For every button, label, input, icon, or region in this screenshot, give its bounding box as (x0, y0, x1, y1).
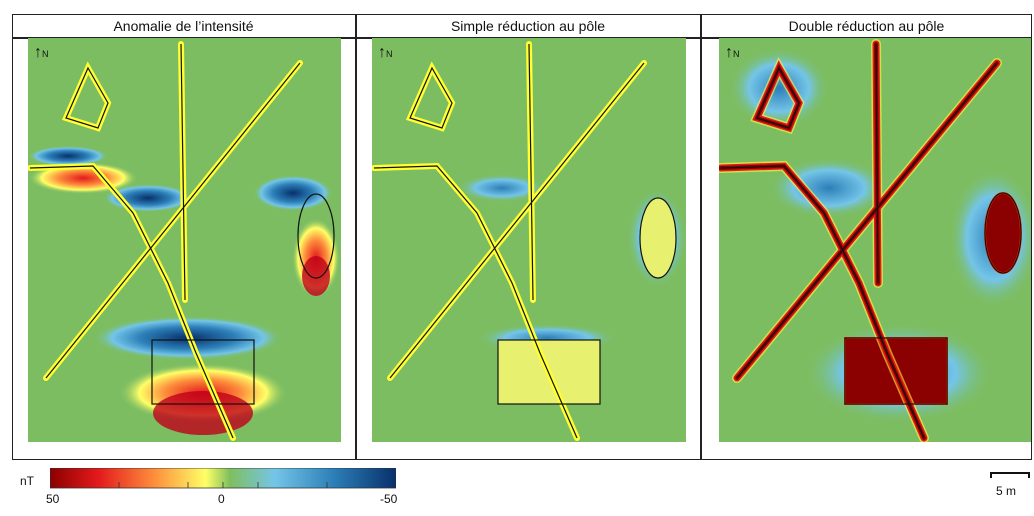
panel-title-simple: Simple réduction au pôle (450, 18, 606, 34)
scale-bar-label: 5 m (996, 484, 1017, 498)
map-double (719, 38, 1031, 442)
panel-title-intensity: Anomalie de l’intensité (113, 18, 254, 34)
north-arrow-icon: ↑N (725, 44, 740, 61)
colorbar-label-min: -50 (380, 492, 398, 506)
outer-border (12, 14, 1032, 460)
colorbar (50, 468, 396, 489)
map-simple (372, 38, 686, 442)
panel-divider-1 (355, 14, 357, 460)
north-arrow-icon: ↑N (34, 44, 49, 61)
scale-bar (990, 472, 1030, 478)
colorbar-label-max: 50 (46, 492, 60, 506)
figure-frame: Anomalie de l’intensité Simple réduction… (12, 14, 1032, 460)
colorbar-label-zero: 0 (218, 492, 225, 506)
legend: nT 50 0 -50 5 m (0, 462, 1034, 516)
panel-divider-2 (700, 14, 702, 460)
north-arrow-icon: ↑N (378, 44, 393, 61)
panel-title-double: Double réduction au pôle (788, 18, 945, 34)
map-intensity (28, 38, 341, 442)
colorbar-unit: nT (20, 474, 35, 488)
